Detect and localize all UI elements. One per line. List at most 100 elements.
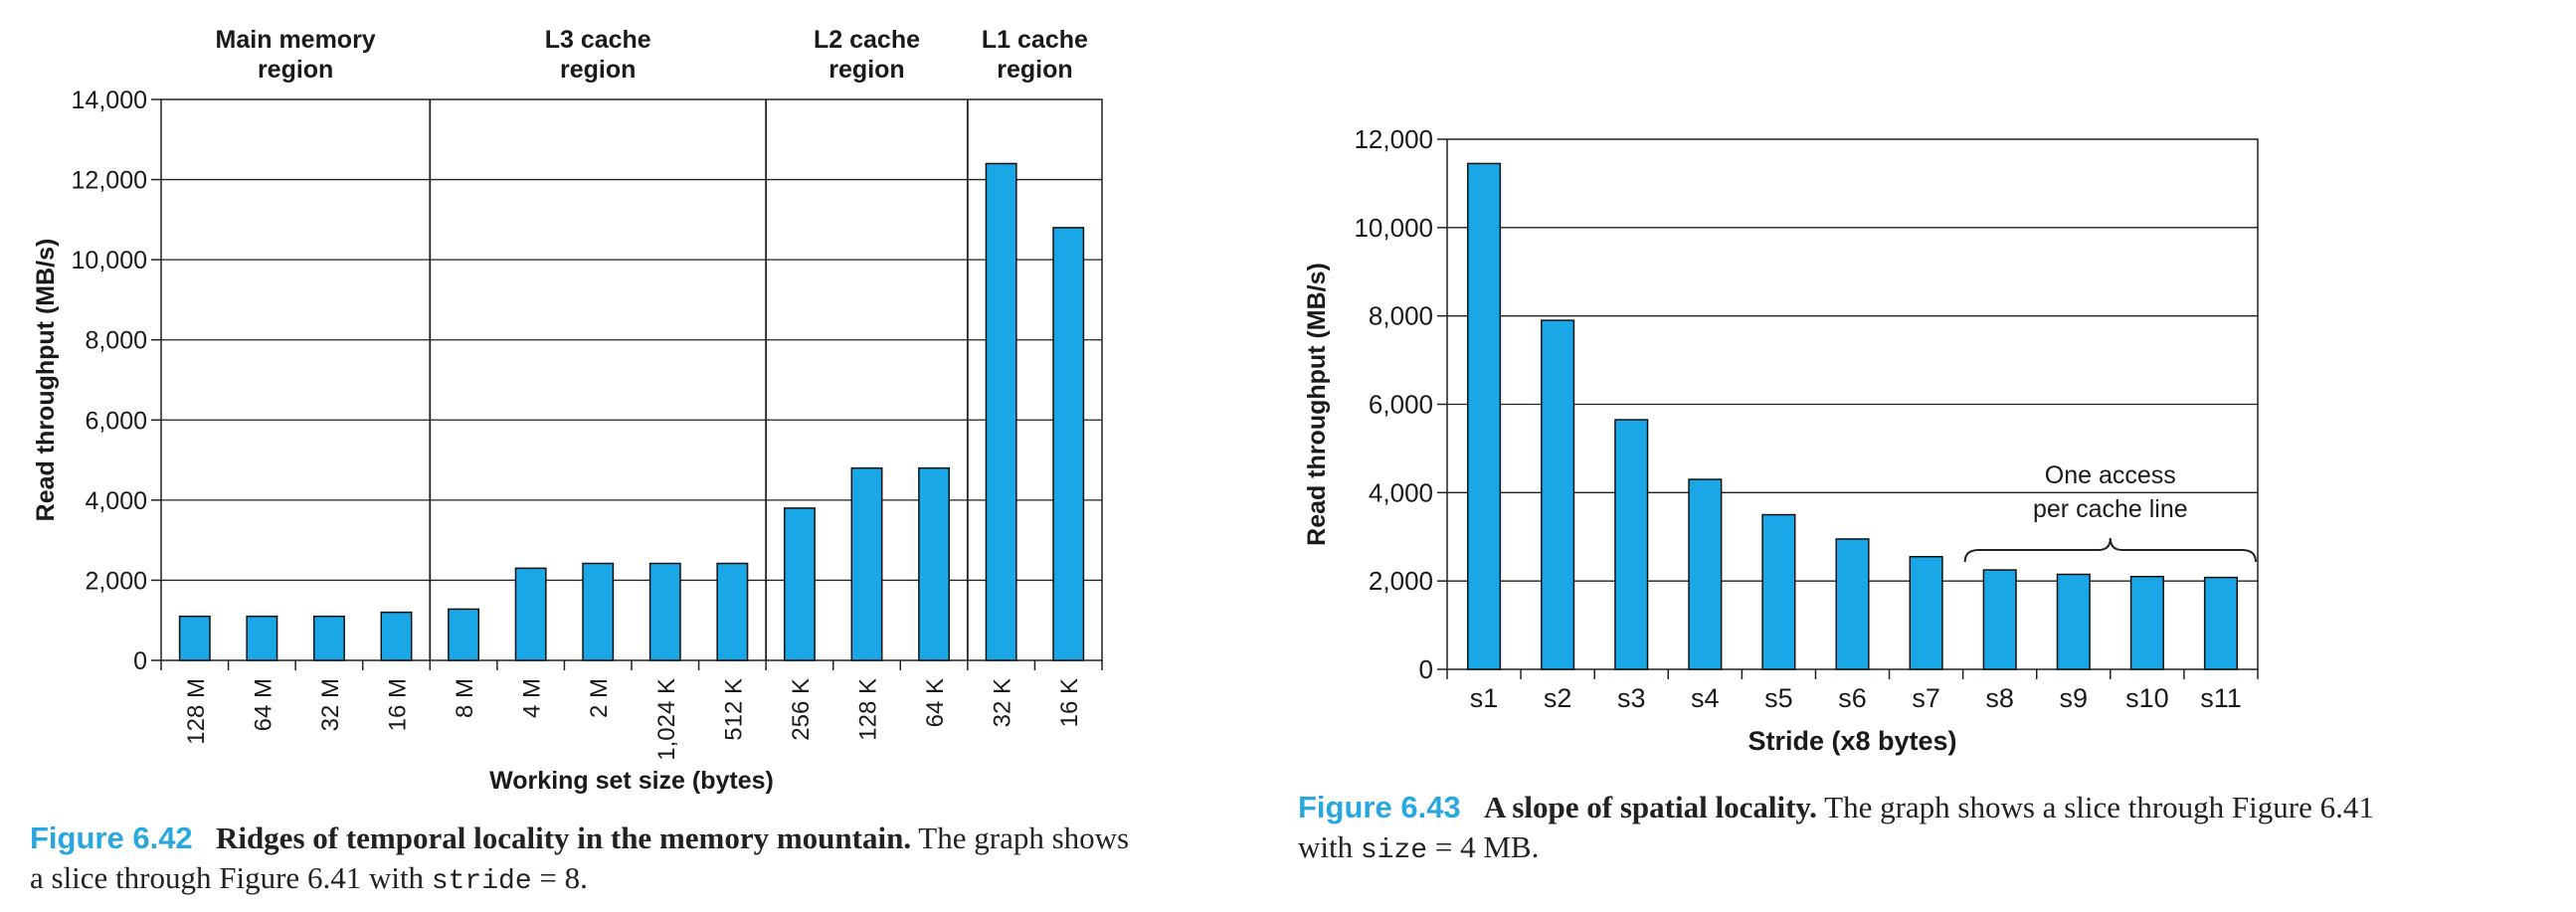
caption-line: Figure 6.43 A slope of spatial locality.… bbox=[1298, 788, 2571, 827]
x-tick-label: 8 M bbox=[452, 678, 478, 718]
bars bbox=[1466, 162, 2239, 670]
bar bbox=[1835, 538, 1870, 670]
caption-text: a slice through Figure 6.41 with bbox=[30, 860, 425, 895]
x-tick-label: 4 M bbox=[519, 678, 546, 718]
bar bbox=[448, 608, 480, 661]
y-tick-label: 12,000 bbox=[72, 167, 147, 195]
caption-line: a slice through Figure 6.41 with stride … bbox=[30, 858, 1263, 902]
x-tick-label: 64 K bbox=[922, 678, 949, 727]
y-tick-label: 8,000 bbox=[85, 327, 147, 355]
y-axis-label: Read throughput (MB/s) bbox=[32, 239, 60, 522]
region-label: L1 cache bbox=[982, 26, 1088, 54]
x-tick-label: s2 bbox=[1544, 683, 1572, 713]
x-axis-label: Stride (x8 bytes) bbox=[1748, 726, 1956, 756]
caption-code: size bbox=[1360, 835, 1428, 866]
caption-text: The graph shows a slice through Figure 6… bbox=[1824, 790, 2374, 824]
bar bbox=[380, 611, 413, 661]
x-tick-label: 128 M bbox=[183, 678, 210, 745]
x-tick-label: 512 K bbox=[720, 678, 747, 741]
annotation-line: One access bbox=[2045, 461, 2176, 489]
bar bbox=[1761, 513, 1796, 670]
x-tick-label: 1,024 K bbox=[653, 678, 680, 761]
region-label: region bbox=[997, 56, 1072, 84]
x-tick-label: 128 K bbox=[855, 678, 882, 741]
bar bbox=[648, 562, 681, 661]
x-tick-label: 256 K bbox=[788, 678, 815, 741]
x-tick-label: s11 bbox=[2200, 683, 2242, 713]
spatial-locality-chart: 0 2,000 4,000 6,000 8,000 10,000 12,000 s1 s2 s3… bbox=[1303, 124, 2259, 756]
x-tick-label: 32 M bbox=[317, 678, 344, 731]
bar bbox=[246, 615, 278, 661]
plot-area: 0 2,000 4,000 6,000 8,000 10,000 12,000 s1 s2 s3… bbox=[1354, 124, 2259, 713]
bar bbox=[1688, 478, 1723, 670]
bar bbox=[1052, 227, 1085, 661]
y-tick-label: 10,000 bbox=[72, 247, 147, 274]
bar bbox=[1909, 555, 1943, 670]
y-tick-label: 12,000 bbox=[1354, 124, 1433, 154]
bar bbox=[985, 162, 1017, 661]
bar bbox=[716, 562, 749, 661]
y-tick-label: 2,000 bbox=[1369, 566, 1433, 596]
annotation: One access per cache line bbox=[1963, 461, 2257, 563]
bar bbox=[1982, 569, 2017, 670]
y-axis-ticks: 0 2,000 4,000 6,000 8,000 10,000 12,000 bbox=[1354, 124, 1447, 684]
y-axis-ticks: 0 2,000 4,000 6,000 8,000 10,000 12,000 14,000 bbox=[72, 87, 161, 675]
region-label: L3 cache bbox=[545, 26, 651, 54]
x-axis-ticks: s1 s2 s3 s4 s5 s6 s7 s8 s9 s10 s11 bbox=[1446, 669, 2259, 713]
caption-code: stride bbox=[431, 866, 532, 897]
plot-area: 02,0004,0006,0008,00010,00012,00014,000 … bbox=[72, 26, 1103, 761]
bar bbox=[1614, 419, 1649, 670]
caption-text: with bbox=[1298, 829, 1354, 864]
region-label: Main memory bbox=[216, 26, 376, 54]
y-tick-label: 2,000 bbox=[85, 567, 147, 595]
x-tick-label: 32 K bbox=[990, 678, 1016, 727]
y-tick-label: 6,000 bbox=[85, 407, 147, 435]
figure-caption-right: Figure 6.43 A slope of spatial locality.… bbox=[1298, 788, 2571, 871]
figure-caption-left: Figure 6.42 Ridges of temporal locality … bbox=[30, 819, 1263, 902]
bar bbox=[1466, 162, 1502, 670]
region-label: L2 cache bbox=[814, 26, 920, 54]
figure-number: Figure 6.43 bbox=[1298, 790, 1461, 824]
x-tick-label: s7 bbox=[1912, 683, 1940, 713]
bar bbox=[514, 567, 547, 661]
y-axis-label: Read throughput (MB/s) bbox=[1303, 263, 1331, 546]
caption-text: = 8. bbox=[539, 860, 588, 895]
x-axis-ticks: 128 M 64 M 32 M 16 M 8 M 4 M 2 M 1,024 K 512 K 25… bbox=[160, 660, 1103, 761]
bar bbox=[582, 562, 615, 661]
figure-number: Figure 6.42 bbox=[30, 821, 193, 855]
figure-title: A slope of spatial locality. bbox=[1483, 790, 1817, 824]
y-tick-label: 14,000 bbox=[72, 87, 147, 114]
y-tick-label: 8,000 bbox=[1369, 301, 1433, 331]
region-label: region bbox=[258, 56, 333, 84]
bar bbox=[2056, 573, 2091, 670]
y-tick-label: 0 bbox=[1419, 654, 1433, 684]
x-tick-label: s1 bbox=[1470, 683, 1499, 713]
x-tick-label: s3 bbox=[1617, 683, 1646, 713]
x-tick-label: s9 bbox=[2060, 683, 2089, 713]
caption-line: with size = 4 MB. bbox=[1298, 827, 2571, 871]
x-tick-label: s4 bbox=[1691, 683, 1720, 713]
y-tick-label: 0 bbox=[133, 647, 147, 675]
plot-frame bbox=[160, 98, 1103, 661]
x-tick-label: 64 M bbox=[250, 678, 276, 731]
caption-text: = 4 MB. bbox=[1434, 829, 1540, 864]
annotation-line: per cache line bbox=[2033, 495, 2188, 523]
region-label: region bbox=[560, 56, 636, 84]
x-tick-label: 16 M bbox=[385, 678, 412, 731]
bar bbox=[2129, 575, 2164, 670]
bar bbox=[2203, 576, 2239, 670]
y-tick-label: 4,000 bbox=[1369, 477, 1433, 507]
x-tick-label: s6 bbox=[1838, 683, 1867, 713]
temporal-locality-chart: 02,0004,0006,0008,00010,00012,00014,000 … bbox=[32, 26, 1103, 795]
caption-text: The graph shows bbox=[918, 821, 1130, 855]
figure-title: Ridges of temporal locality in the memor… bbox=[215, 821, 912, 855]
y-tick-label: 10,000 bbox=[1354, 213, 1433, 243]
cache-line-brace bbox=[1963, 537, 2257, 563]
y-tick-label: 6,000 bbox=[1369, 390, 1433, 420]
bar bbox=[1541, 319, 1575, 670]
bars bbox=[178, 162, 1085, 661]
bar bbox=[850, 466, 883, 661]
x-tick-label: 2 M bbox=[586, 678, 613, 718]
x-tick-label: 16 K bbox=[1056, 678, 1083, 727]
